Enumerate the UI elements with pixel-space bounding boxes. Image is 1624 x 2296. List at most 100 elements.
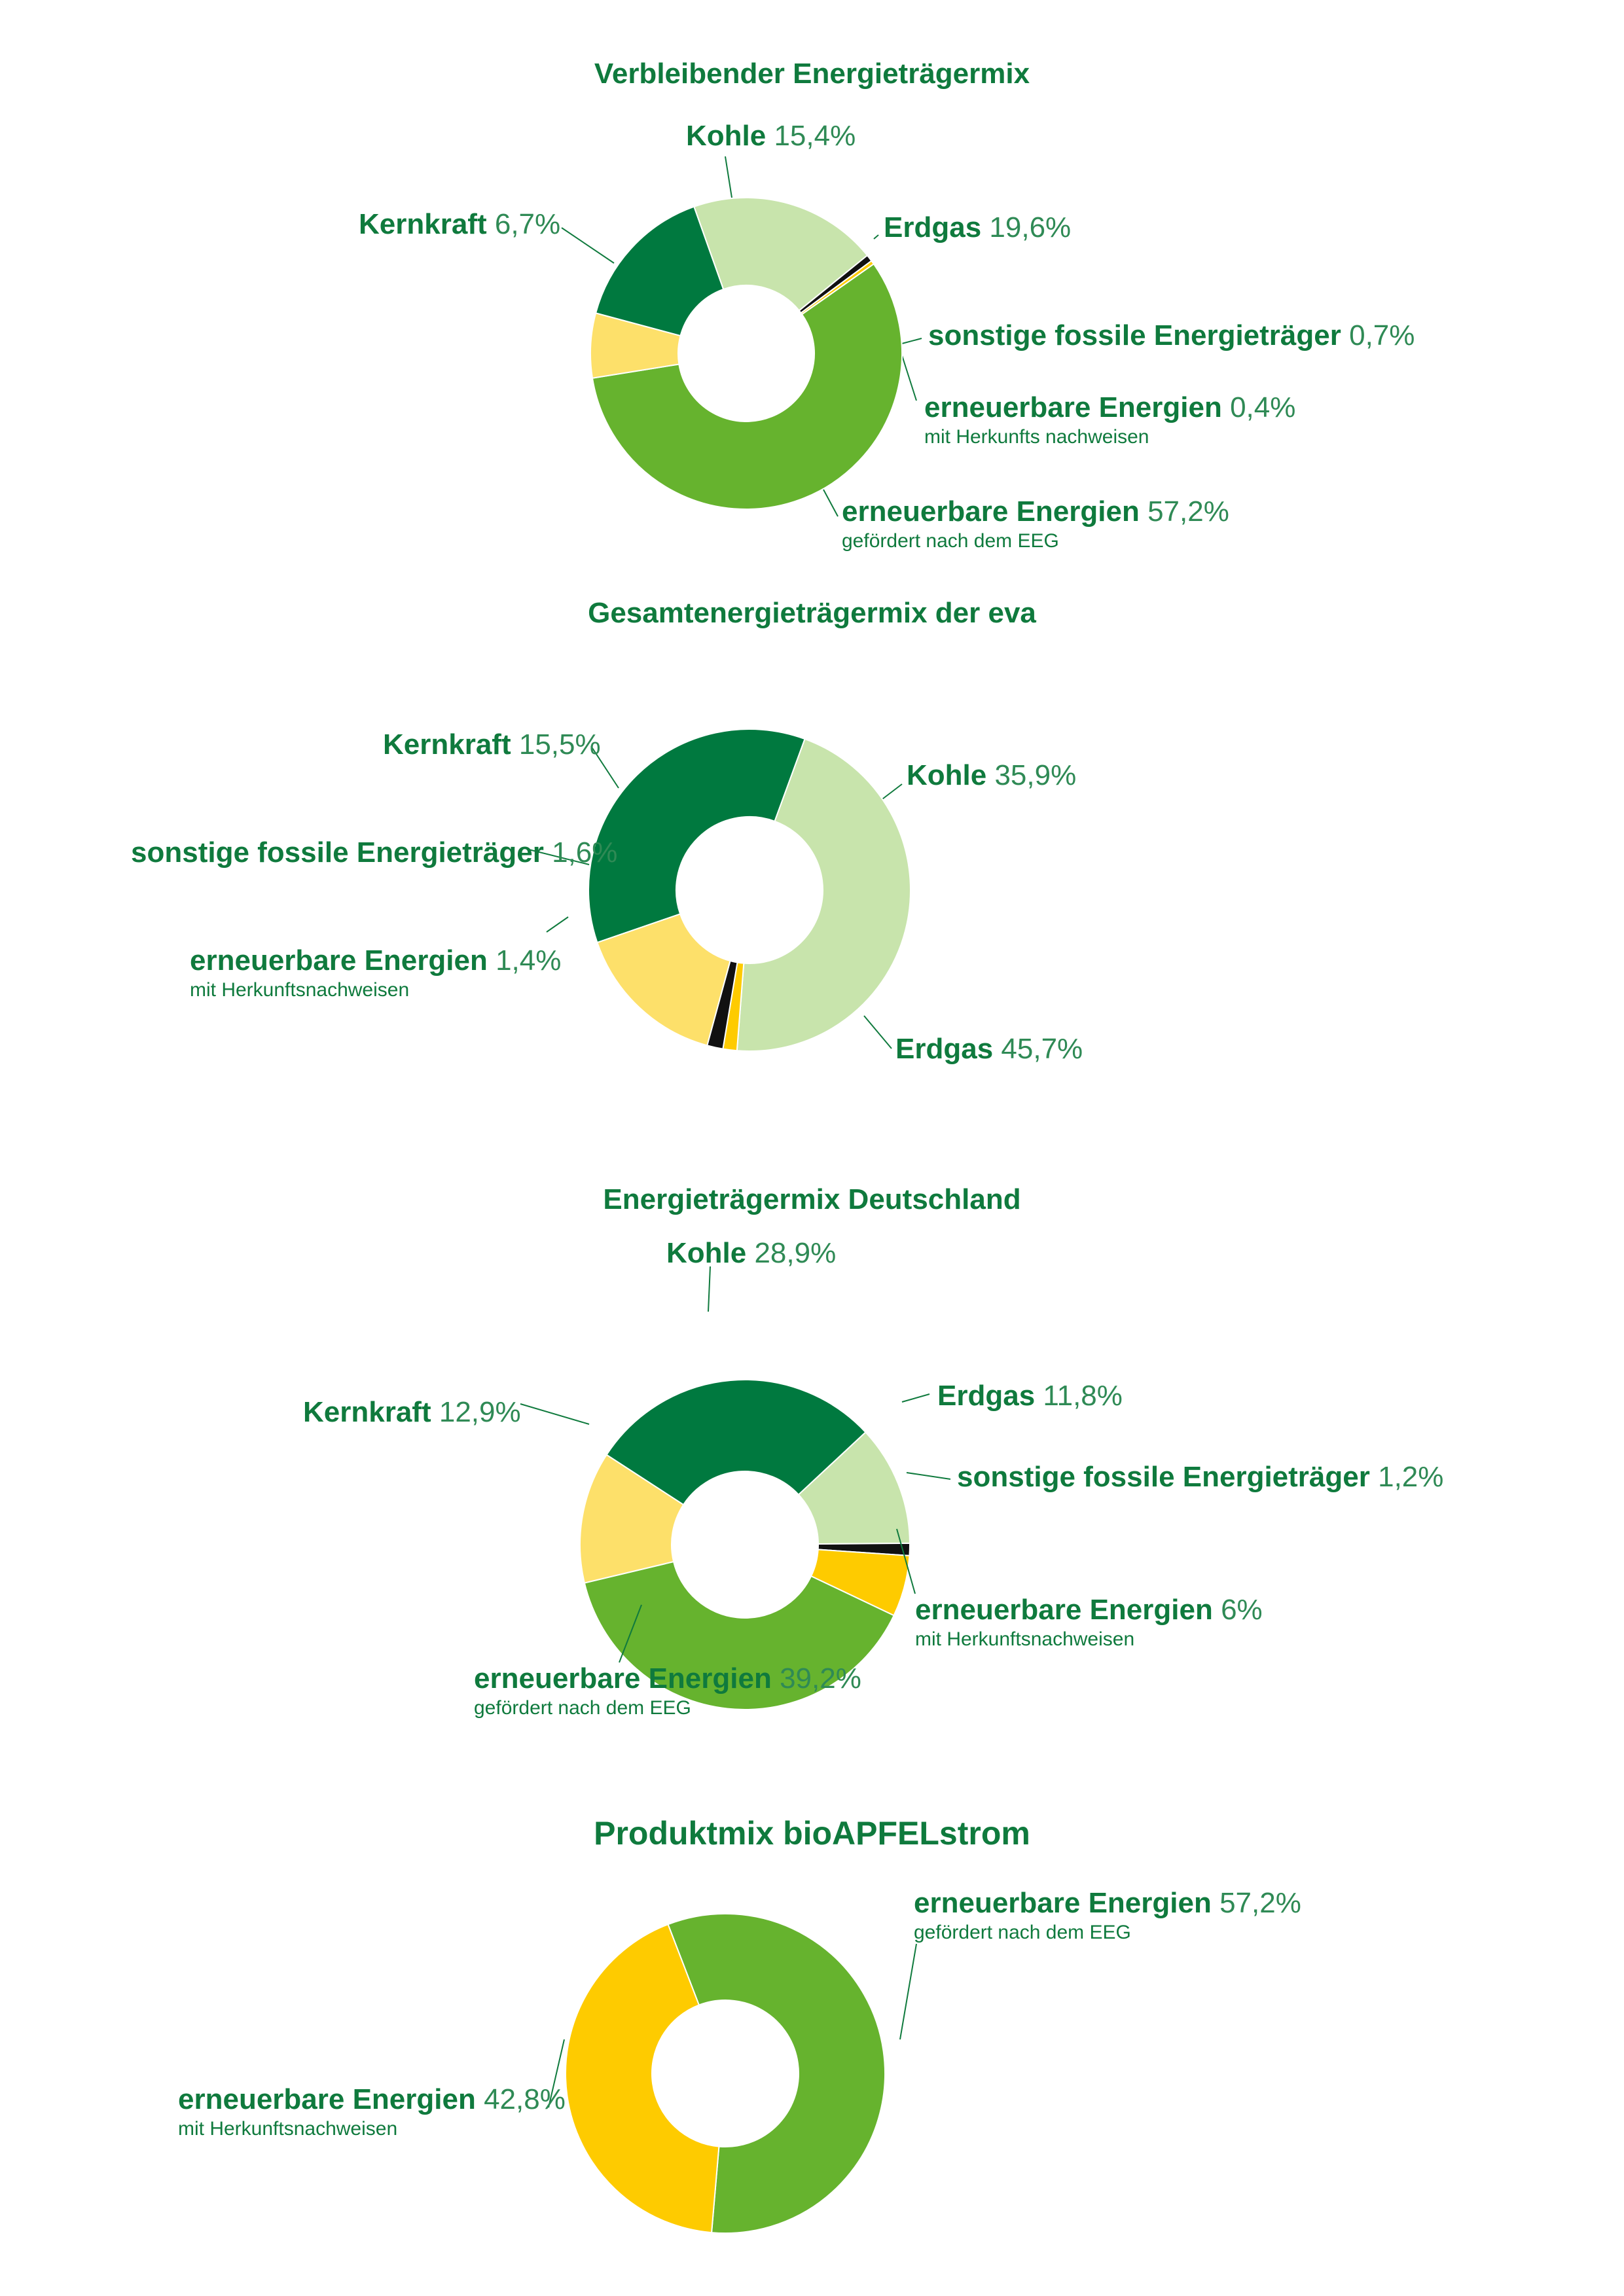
leader-line	[619, 1604, 642, 1663]
slice-label: sonstige fossile Energieträger 0,7%	[928, 319, 1415, 353]
chart-produktmix-bioapfelstrom: Produktmix bioAPFELstrom erneuerbare Ene…	[0, 1767, 1624, 2296]
slice-label: sonstige fossile Energieträger 1,2%	[957, 1461, 1443, 1494]
slice-label-name: erneuerbare Energien	[474, 1662, 772, 1695]
slice-label-name: erneuerbare Energien	[915, 1594, 1213, 1626]
slice-label-value: 57,2%	[1211, 1887, 1301, 1919]
chart-title: Energieträgermix Deutschland	[603, 1183, 1021, 1215]
leader-line	[873, 234, 879, 240]
slice-label-name: Kernkraft	[383, 728, 511, 761]
slice-label-value: 19,6%	[981, 211, 1072, 243]
slice-label-value: 28,9%	[746, 1237, 837, 1269]
chart-verbleibender-mix: Verbleibender Energieträgermix Kohle 15,…	[0, 0, 1624, 576]
slice-label-sub: gefördert nach dem EEG	[914, 1921, 1131, 1943]
slice-label: Kernkraft 12,9%	[303, 1396, 521, 1429]
pie-slice-ee_eeg	[591, 262, 903, 510]
slice-label-value: 45,7%	[993, 1033, 1083, 1065]
slice-label-value: 39,2%	[771, 1662, 861, 1695]
slice-label-sub: mit Herkunfts nachweisen	[924, 425, 1149, 448]
leader-line	[528, 849, 590, 865]
slice-label: Erdgas 19,6%	[884, 211, 1071, 245]
leader-line	[863, 1015, 892, 1049]
leader-line	[901, 353, 917, 401]
chart-mix-deutschland: Energieträgermix Deutschland Kohle 28,9%…	[0, 1165, 1624, 1767]
leader-line	[725, 156, 732, 198]
chart-title: Verbleibender Energieträgermix	[594, 58, 1030, 90]
donut-chart	[528, 728, 911, 1052]
pie-slice-kernkraft	[596, 913, 731, 1047]
slice-label: erneuerbare Energien 42,8% mit Herkunftsn…	[178, 2083, 566, 2140]
slice-label-value: 6%	[1212, 1594, 1263, 1626]
slice-label: erneuerbare Energien 0,4% mit Herkunfts n…	[924, 391, 1295, 448]
slice-label-sub: mit Herkunftsnachweisen	[915, 1628, 1135, 1650]
slice-label-value: 11,8%	[1035, 1380, 1123, 1412]
slice-label-name: Kohle	[666, 1237, 747, 1269]
donut-chart	[520, 1266, 951, 1710]
slice-label-value: 1,4%	[487, 944, 562, 977]
pie-slice-ee_hkn	[565, 1923, 720, 2234]
slice-label: Kohle 15,4%	[686, 120, 856, 153]
slice-label-name: sonstige fossile Energieträger	[131, 836, 544, 869]
slice-label-value: 57,2%	[1139, 495, 1229, 528]
pie-slice-kohle	[588, 728, 806, 944]
slice-label-value: 42,8%	[475, 2083, 566, 2115]
slice-label: Kohle 35,9%	[907, 759, 1076, 793]
slice-label-sub: mit Herkunftsnachweisen	[190, 978, 410, 1001]
slice-label-name: Erdgas	[937, 1380, 1036, 1412]
slice-label-value: 15,4%	[766, 120, 856, 152]
donut-chart	[548, 1913, 917, 2234]
slice-label-value: 15,5%	[511, 728, 601, 761]
leader-line	[561, 227, 615, 264]
slice-label-value: 6,7%	[486, 208, 561, 240]
slice-label: sonstige fossile Energieträger 1,6%	[131, 836, 617, 870]
pie-slice-kohle	[594, 206, 725, 337]
slice-label-name: erneuerbare Energien	[178, 2083, 476, 2115]
slice-label-name: erneuerbare Energien	[924, 391, 1222, 423]
slice-label: Kohle 28,9%	[666, 1237, 836, 1270]
pie-slice-kernkraft	[590, 312, 681, 379]
slice-label-value: 0,4%	[1221, 391, 1296, 423]
leader-line	[896, 1528, 916, 1594]
leader-line	[899, 338, 922, 345]
slice-label-name: Kernkraft	[359, 208, 487, 240]
slice-label-name: sonstige fossile Energieträger	[957, 1461, 1370, 1493]
slice-label-name: Kohle	[907, 759, 987, 791]
leader-line	[708, 1266, 711, 1312]
leader-line	[899, 1943, 917, 2040]
slice-label-sub: mit Herkunftsnachweisen	[178, 2117, 398, 2140]
leader-line	[823, 489, 839, 517]
pie-slice-kohle	[605, 1379, 867, 1506]
slice-label-name: erneuerbare Energien	[914, 1887, 1212, 1919]
slice-label-value: 35,9%	[986, 759, 1077, 791]
leader-line	[546, 916, 569, 933]
chart-title: Gesamtenergieträgermix der eva	[588, 597, 1036, 629]
slice-label: erneuerbare Energien 39,2% gefördert nach…	[474, 1662, 861, 1719]
slice-label: Erdgas 45,7%	[895, 1033, 1083, 1066]
chart-title: Produktmix bioAPFELstrom	[594, 1815, 1030, 1852]
slice-label: erneuerbare Energien 6% mit Herkunftsnach…	[915, 1594, 1263, 1651]
slice-label-value: 1,2%	[1369, 1461, 1444, 1493]
slice-label-name: erneuerbare Energien	[842, 495, 1140, 528]
slice-label: Kernkraft 15,5%	[383, 728, 601, 762]
pie-slice-erdgas	[797, 1431, 911, 1545]
leader-line	[520, 1403, 590, 1425]
slice-label-value: 12,9%	[431, 1396, 521, 1428]
slice-label: Erdgas 11,8%	[937, 1380, 1123, 1413]
pie-slice-erdgas	[736, 738, 911, 1052]
leader-line	[901, 1393, 930, 1403]
pie-slice-ee_eeg	[667, 1913, 886, 2234]
slice-label-sub: gefördert nach dem EEG	[842, 529, 1059, 552]
slice-label-name: erneuerbare Energien	[190, 944, 488, 977]
slice-label-name: Erdgas	[895, 1033, 994, 1065]
chart-gesamtmix-eva: Gesamtenergieträgermix der eva Kohle 35,…	[0, 576, 1624, 1165]
slice-label-name: Kernkraft	[303, 1396, 431, 1428]
donut-chart	[561, 156, 922, 517]
pie-slice-erdgas	[693, 197, 869, 312]
slice-label: Kernkraft 6,7%	[359, 208, 560, 242]
slice-label-value: 0,7%	[1341, 319, 1415, 351]
slice-label: erneuerbare Energien 1,4% mit Herkunftsna…	[190, 944, 561, 1001]
pie-slice-kernkraft	[579, 1454, 685, 1584]
slice-label-name: sonstige fossile Energieträger	[928, 319, 1341, 351]
leader-line	[906, 1472, 951, 1480]
pie-slice-ee_eeg	[583, 1560, 895, 1710]
slice-label: erneuerbare Energien 57,2% gefördert nach…	[914, 1887, 1301, 1944]
